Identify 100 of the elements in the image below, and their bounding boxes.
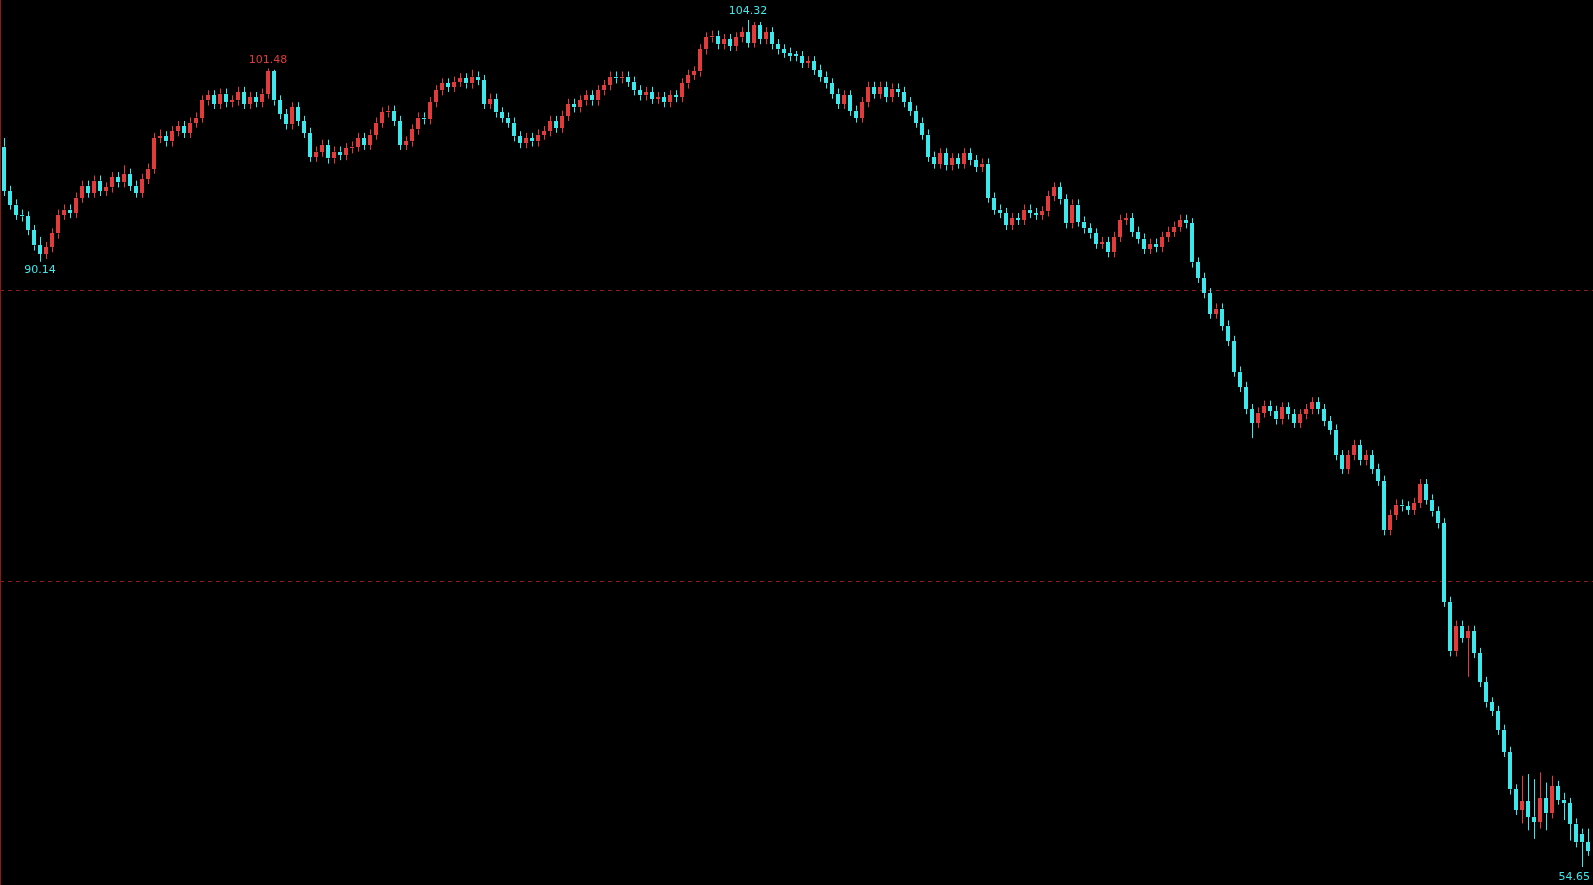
candlestick (212, 89, 216, 110)
candlestick (338, 146, 342, 161)
candlestick (68, 204, 72, 219)
candlestick (518, 130, 522, 149)
candlestick (776, 38, 780, 55)
candlestick (938, 147, 942, 170)
candlestick (1532, 778, 1536, 840)
candlestick (272, 69, 276, 107)
candlestick (194, 111, 198, 129)
candlestick (1232, 335, 1236, 378)
candlestick (1244, 381, 1248, 415)
candlestick (1406, 500, 1410, 516)
candlestick (602, 79, 606, 96)
candlestick (1070, 198, 1074, 229)
candlestick (1310, 396, 1314, 415)
candlestick (470, 69, 474, 90)
candlestick (968, 147, 972, 166)
candlestick (398, 115, 402, 151)
candlestick (302, 115, 306, 139)
candlestick (878, 81, 882, 100)
candlestick (728, 33, 732, 52)
candlestick (476, 71, 480, 86)
candlestick (524, 132, 528, 149)
candlestick (560, 110, 564, 134)
candlestick (506, 111, 510, 129)
candlestick (1166, 226, 1170, 243)
candlestick (1250, 403, 1254, 439)
candlestick (488, 93, 492, 110)
candlestick (944, 147, 948, 171)
candlestick (740, 26, 744, 44)
candlestick (260, 88, 264, 108)
candlestick (932, 151, 936, 170)
candlestick (362, 132, 366, 151)
candlestick (1382, 475, 1386, 536)
candlestick (1190, 217, 1194, 269)
candlestick (764, 26, 768, 45)
candlestick (848, 89, 852, 117)
candlestick (374, 117, 378, 141)
candlestick (1490, 696, 1494, 717)
candlestick (854, 105, 858, 124)
candlestick (122, 164, 126, 188)
candlestick (644, 86, 648, 101)
candlestick (1130, 212, 1134, 238)
candlestick (266, 67, 270, 100)
candlestick (1034, 207, 1038, 221)
candlestick (956, 152, 960, 170)
candlestick (500, 106, 504, 124)
candlestick (902, 86, 906, 108)
candlestick (1370, 449, 1374, 475)
candlestick (716, 30, 720, 50)
candlestick (1010, 212, 1014, 231)
candlestick (56, 209, 60, 240)
candlestick (698, 43, 702, 78)
candlestick (1538, 771, 1542, 830)
candlestick (1004, 207, 1008, 231)
candlestick (1094, 227, 1098, 250)
candlestick (464, 72, 468, 90)
candlestick (608, 71, 612, 91)
candlestick (704, 31, 708, 55)
candlestick (746, 19, 750, 49)
candlestick (128, 168, 132, 192)
candlestick (650, 86, 654, 105)
candlestick (392, 105, 396, 127)
candlestick (146, 163, 150, 185)
candlestick (656, 91, 660, 105)
candlestick (1436, 505, 1440, 530)
candlestick (908, 96, 912, 117)
candlestick (62, 204, 66, 221)
candlestick (1376, 463, 1380, 487)
candlestick (722, 33, 726, 50)
candlestick (1472, 625, 1476, 659)
candlestick (1238, 366, 1242, 393)
candlestick (2, 137, 6, 197)
candlestick (1364, 449, 1368, 466)
candlestick (590, 89, 594, 107)
candlestick (1160, 231, 1164, 253)
candlestick (230, 94, 234, 108)
candlestick (896, 82, 900, 98)
candlestick (866, 81, 870, 108)
candlestick (416, 111, 420, 136)
candlestick (1562, 792, 1566, 821)
candlestick (314, 146, 318, 163)
candlestick (1514, 783, 1518, 816)
candlestick (1298, 408, 1302, 429)
candlestick (770, 26, 774, 50)
candlestick (308, 127, 312, 163)
candlestick (188, 117, 192, 139)
candlestick (872, 81, 876, 100)
candlestick (1568, 797, 1572, 842)
candlestick (134, 180, 138, 199)
candlestick (1214, 302, 1218, 320)
candlestick (8, 185, 12, 211)
candlestick (734, 31, 738, 52)
candlestick (632, 76, 636, 96)
candlestick (998, 204, 1002, 219)
candlestick (1424, 478, 1428, 506)
candlestick (1028, 204, 1032, 219)
candlestick (74, 192, 78, 219)
candlestick (116, 171, 120, 188)
candlestick (1484, 676, 1488, 709)
